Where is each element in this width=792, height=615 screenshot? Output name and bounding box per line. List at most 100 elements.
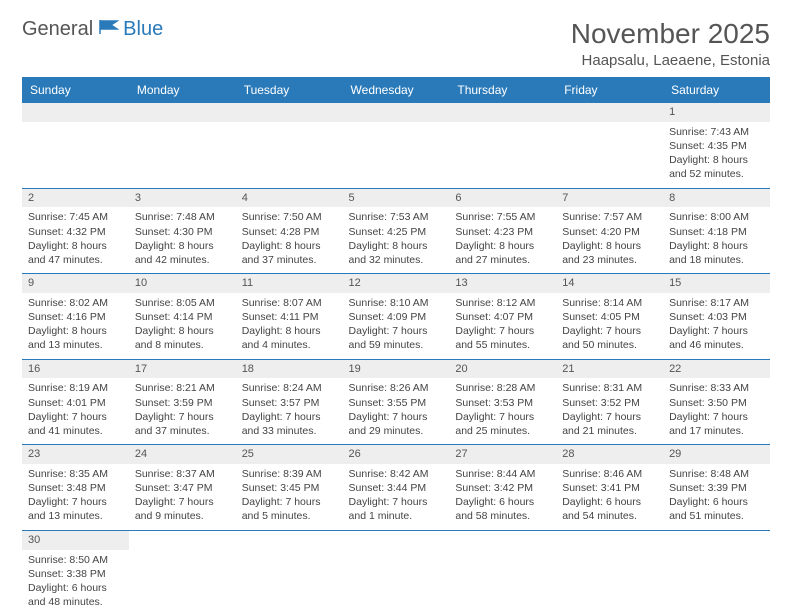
day-cell-5: 5Sunrise: 7:53 AMSunset: 4:25 PMDaylight… bbox=[343, 188, 450, 274]
daylight-text: Daylight: 8 hours bbox=[562, 239, 657, 253]
daylight-text-2: and 21 minutes. bbox=[562, 424, 657, 438]
weekday-tuesday: Tuesday bbox=[236, 77, 343, 103]
daylight-text-2: and 55 minutes. bbox=[455, 338, 550, 352]
day-cell-3: 3Sunrise: 7:48 AMSunset: 4:30 PMDaylight… bbox=[129, 188, 236, 274]
daylight-text: Daylight: 7 hours bbox=[349, 495, 444, 509]
day-cell-empty bbox=[556, 103, 663, 188]
sunset-text: Sunset: 3:47 PM bbox=[135, 481, 230, 495]
calendar-row: 23Sunrise: 8:35 AMSunset: 3:48 PMDayligh… bbox=[22, 445, 770, 531]
daylight-text: Daylight: 8 hours bbox=[455, 239, 550, 253]
sunrise-text: Sunrise: 8:39 AM bbox=[242, 467, 337, 481]
weekday-wednesday: Wednesday bbox=[343, 77, 450, 103]
sunset-text: Sunset: 4:14 PM bbox=[135, 310, 230, 324]
daylight-text-2: and 8 minutes. bbox=[135, 338, 230, 352]
daylight-text-2: and 1 minute. bbox=[349, 509, 444, 523]
daylight-text-2: and 13 minutes. bbox=[28, 338, 123, 352]
daylight-text: Daylight: 7 hours bbox=[242, 495, 337, 509]
sunset-text: Sunset: 3:45 PM bbox=[242, 481, 337, 495]
day-number: 22 bbox=[663, 360, 770, 379]
day-number: 13 bbox=[449, 274, 556, 293]
sunrise-text: Sunrise: 8:31 AM bbox=[562, 381, 657, 395]
sunrise-text: Sunrise: 7:57 AM bbox=[562, 210, 657, 224]
day-details: Sunrise: 8:28 AMSunset: 3:53 PMDaylight:… bbox=[449, 378, 556, 444]
empty-bar bbox=[556, 103, 663, 122]
day-number: 7 bbox=[556, 189, 663, 208]
day-cell-19: 19Sunrise: 8:26 AMSunset: 3:55 PMDayligh… bbox=[343, 359, 450, 445]
weekday-friday: Friday bbox=[556, 77, 663, 103]
day-cell-4: 4Sunrise: 7:50 AMSunset: 4:28 PMDaylight… bbox=[236, 188, 343, 274]
day-number: 4 bbox=[236, 189, 343, 208]
day-cell-empty bbox=[343, 103, 450, 188]
day-cell-empty bbox=[129, 103, 236, 188]
day-details: Sunrise: 7:43 AMSunset: 4:35 PMDaylight:… bbox=[663, 122, 770, 188]
daylight-text-2: and 23 minutes. bbox=[562, 253, 657, 267]
daylight-text-2: and 32 minutes. bbox=[349, 253, 444, 267]
day-number: 27 bbox=[449, 445, 556, 464]
day-cell-23: 23Sunrise: 8:35 AMSunset: 3:48 PMDayligh… bbox=[22, 445, 129, 531]
daylight-text-2: and 9 minutes. bbox=[135, 509, 230, 523]
sunset-text: Sunset: 4:07 PM bbox=[455, 310, 550, 324]
sunrise-text: Sunrise: 8:12 AM bbox=[455, 296, 550, 310]
day-cell-18: 18Sunrise: 8:24 AMSunset: 3:57 PMDayligh… bbox=[236, 359, 343, 445]
sunrise-text: Sunrise: 7:53 AM bbox=[349, 210, 444, 224]
sunset-text: Sunset: 3:50 PM bbox=[669, 396, 764, 410]
logo: General Blue bbox=[22, 18, 163, 41]
day-details: Sunrise: 8:44 AMSunset: 3:42 PMDaylight:… bbox=[449, 464, 556, 530]
day-details: Sunrise: 8:07 AMSunset: 4:11 PMDaylight:… bbox=[236, 293, 343, 359]
daylight-text: Daylight: 8 hours bbox=[28, 239, 123, 253]
daylight-text: Daylight: 7 hours bbox=[669, 324, 764, 338]
sunset-text: Sunset: 4:28 PM bbox=[242, 225, 337, 239]
daylight-text: Daylight: 7 hours bbox=[669, 410, 764, 424]
day-details: Sunrise: 8:05 AMSunset: 4:14 PMDaylight:… bbox=[129, 293, 236, 359]
sunset-text: Sunset: 3:59 PM bbox=[135, 396, 230, 410]
daylight-text-2: and 37 minutes. bbox=[242, 253, 337, 267]
daylight-text: Daylight: 8 hours bbox=[242, 324, 337, 338]
day-number: 6 bbox=[449, 189, 556, 208]
day-cell-26: 26Sunrise: 8:42 AMSunset: 3:44 PMDayligh… bbox=[343, 445, 450, 531]
daylight-text: Daylight: 8 hours bbox=[349, 239, 444, 253]
daylight-text: Daylight: 8 hours bbox=[669, 239, 764, 253]
calendar-row: 9Sunrise: 8:02 AMSunset: 4:16 PMDaylight… bbox=[22, 274, 770, 360]
flag-icon bbox=[99, 18, 121, 41]
sunrise-text: Sunrise: 7:55 AM bbox=[455, 210, 550, 224]
day-details: Sunrise: 8:39 AMSunset: 3:45 PMDaylight:… bbox=[236, 464, 343, 530]
day-number: 25 bbox=[236, 445, 343, 464]
sunrise-text: Sunrise: 8:21 AM bbox=[135, 381, 230, 395]
calendar-table: SundayMondayTuesdayWednesdayThursdayFrid… bbox=[22, 77, 770, 615]
day-cell-20: 20Sunrise: 8:28 AMSunset: 3:53 PMDayligh… bbox=[449, 359, 556, 445]
day-number: 19 bbox=[343, 360, 450, 379]
sunset-text: Sunset: 3:41 PM bbox=[562, 481, 657, 495]
sunrise-text: Sunrise: 7:50 AM bbox=[242, 210, 337, 224]
day-number: 1 bbox=[663, 103, 770, 122]
sunrise-text: Sunrise: 8:33 AM bbox=[669, 381, 764, 395]
day-cell-25: 25Sunrise: 8:39 AMSunset: 3:45 PMDayligh… bbox=[236, 445, 343, 531]
daylight-text: Daylight: 7 hours bbox=[455, 410, 550, 424]
day-cell-6: 6Sunrise: 7:55 AMSunset: 4:23 PMDaylight… bbox=[449, 188, 556, 274]
daylight-text: Daylight: 7 hours bbox=[135, 495, 230, 509]
day-number: 28 bbox=[556, 445, 663, 464]
day-details: Sunrise: 8:10 AMSunset: 4:09 PMDaylight:… bbox=[343, 293, 450, 359]
sunrise-text: Sunrise: 8:19 AM bbox=[28, 381, 123, 395]
sunrise-text: Sunrise: 8:50 AM bbox=[28, 553, 123, 567]
sunset-text: Sunset: 4:35 PM bbox=[669, 139, 764, 153]
day-cell-empty bbox=[343, 530, 450, 615]
daylight-text: Daylight: 8 hours bbox=[135, 324, 230, 338]
day-cell-28: 28Sunrise: 8:46 AMSunset: 3:41 PMDayligh… bbox=[556, 445, 663, 531]
sunrise-text: Sunrise: 8:02 AM bbox=[28, 296, 123, 310]
day-number: 23 bbox=[22, 445, 129, 464]
daylight-text-2: and 18 minutes. bbox=[669, 253, 764, 267]
day-cell-empty bbox=[556, 530, 663, 615]
day-cell-17: 17Sunrise: 8:21 AMSunset: 3:59 PMDayligh… bbox=[129, 359, 236, 445]
day-number: 2 bbox=[22, 189, 129, 208]
header: General Blue November 2025 Haapsalu, Lae… bbox=[22, 18, 770, 69]
day-cell-22: 22 Sunrise: 8:33 AMSunset: 3:50 PMDayligh… bbox=[663, 359, 770, 445]
calendar-row: 1Sunrise: 7:43 AMSunset: 4:35 PMDaylight… bbox=[22, 103, 770, 188]
day-details: Sunrise: 7:53 AMSunset: 4:25 PMDaylight:… bbox=[343, 207, 450, 273]
daylight-text: Daylight: 7 hours bbox=[562, 410, 657, 424]
sunset-text: Sunset: 4:16 PM bbox=[28, 310, 123, 324]
sunset-text: Sunset: 3:42 PM bbox=[455, 481, 550, 495]
empty-bar bbox=[22, 103, 129, 122]
sunrise-text: Sunrise: 8:00 AM bbox=[669, 210, 764, 224]
day-cell-8: 8Sunrise: 8:00 AMSunset: 4:18 PMDaylight… bbox=[663, 188, 770, 274]
day-cell-30: 30Sunrise: 8:50 AMSunset: 3:38 PMDayligh… bbox=[22, 530, 129, 615]
